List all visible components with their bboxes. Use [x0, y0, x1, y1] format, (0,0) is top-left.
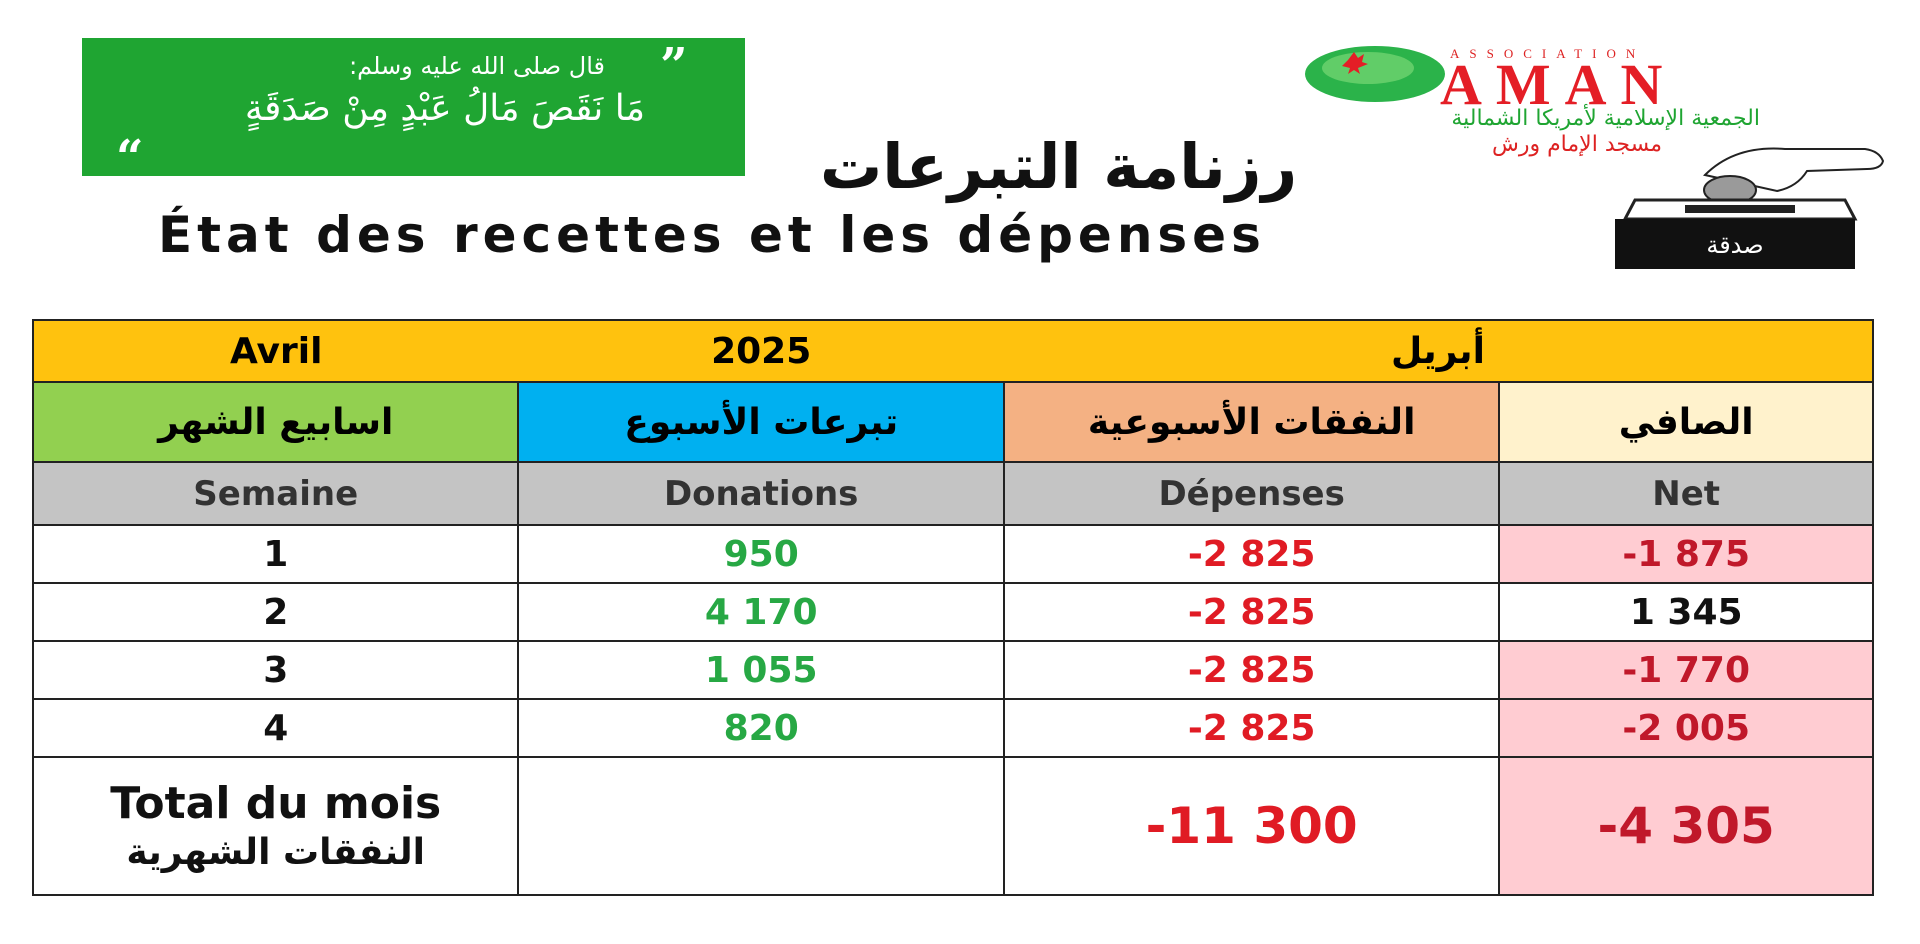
week-number: 3: [31, 640, 520, 700]
total-label-fr: Total du mois: [110, 778, 442, 829]
logo-association-text: ASSOCIATION: [1450, 46, 1646, 61]
week-expenses: -2 825: [1002, 582, 1501, 642]
logo-mosque-name: مسجد الإمام ورش: [1491, 132, 1662, 157]
week-number: 4: [31, 698, 520, 758]
week-donations: 4 170: [517, 582, 1005, 642]
quote-close-mark: “: [116, 130, 144, 186]
monthly-report-table: Avril 2025 أبريل اسابيع الشهر تبرعات الأ…: [31, 319, 1875, 896]
total-donations: [517, 756, 1005, 896]
total-net: -4 305: [1498, 756, 1874, 896]
week-expenses: -2 825: [1002, 698, 1501, 758]
month-french: Avril: [31, 319, 519, 383]
title-arabic: رزنامة التبرعات: [820, 130, 1298, 203]
header-expenses-ar: النفقات الأسبوعية: [1002, 381, 1501, 463]
globe-leaf-emblem-icon: [1305, 46, 1445, 102]
logo-subtitle: الجمعية الإسلامية لأمريكا الشمالية: [1451, 106, 1760, 131]
header-week-fr: Semaine: [31, 461, 520, 526]
aman-logo: ASSOCIATION AMAN الجمعية الإسلامية لأمري…: [1300, 30, 1760, 160]
header-row-french: Semaine Donations Dépenses Net: [31, 461, 1874, 526]
header-net-fr: Net: [1498, 461, 1874, 526]
year: 2025: [518, 319, 1004, 383]
donation-box-label: صدقة: [1706, 231, 1763, 259]
total-expenses: -11 300: [1002, 756, 1501, 896]
quote-intro: قال صلى الله عليه وسلم:: [349, 52, 605, 80]
week-donations: 950: [517, 524, 1005, 584]
total-label-ar: النفقات الشهرية: [126, 831, 426, 873]
header-row-arabic: اسابيع الشهر تبرعات الأسبوع النفقات الأس…: [31, 381, 1874, 463]
week-net: -1 770: [1498, 640, 1874, 700]
table-row: 3 1 055 -2 825 -1 770: [31, 640, 1874, 700]
week-net: 1 345: [1498, 582, 1874, 642]
table-row: 1 950 -2 825 -1 875: [31, 524, 1874, 584]
week-expenses: -2 825: [1002, 524, 1501, 584]
week-number: 1: [31, 524, 520, 584]
week-net: -2 005: [1498, 698, 1874, 758]
week-number: 2: [31, 582, 520, 642]
logo-name: AMAN: [1440, 52, 1677, 117]
week-donations: 1 055: [517, 640, 1005, 700]
week-expenses: -2 825: [1002, 640, 1501, 700]
header-donations-fr: Donations: [517, 461, 1005, 526]
month-arabic: أبريل: [1003, 319, 1875, 383]
week-net: -1 875: [1498, 524, 1874, 584]
header-weeks-ar: اسابيع الشهر: [31, 381, 520, 463]
title-french: État des recettes et les dépenses: [158, 206, 1266, 264]
total-label: Total du mois النفقات الشهرية: [31, 756, 520, 896]
table-row: 2 4 170 -2 825 1 345: [31, 582, 1874, 642]
header-net-ar: الصافي: [1498, 381, 1874, 463]
header-expenses-fr: Dépenses: [1002, 461, 1501, 526]
week-donations: 820: [517, 698, 1005, 758]
quote-text: مَا نَقَصَ مَالُ عَبْدٍ مِنْ صَدَقَةٍ: [244, 88, 645, 129]
table-row: 4 820 -2 825 -2 005: [31, 698, 1874, 758]
donation-box-icon: صدقة: [1615, 147, 1885, 269]
month-row: Avril 2025 أبريل: [31, 319, 1875, 383]
header-donations-ar: تبرعات الأسبوع: [517, 381, 1005, 463]
quote-open-mark: ”: [660, 38, 688, 94]
total-row: Total du mois النفقات الشهرية -11 300 -4…: [31, 756, 1874, 896]
hadith-quote-banner: ” قال صلى الله عليه وسلم: مَا نَقَصَ مَا…: [82, 38, 745, 182]
